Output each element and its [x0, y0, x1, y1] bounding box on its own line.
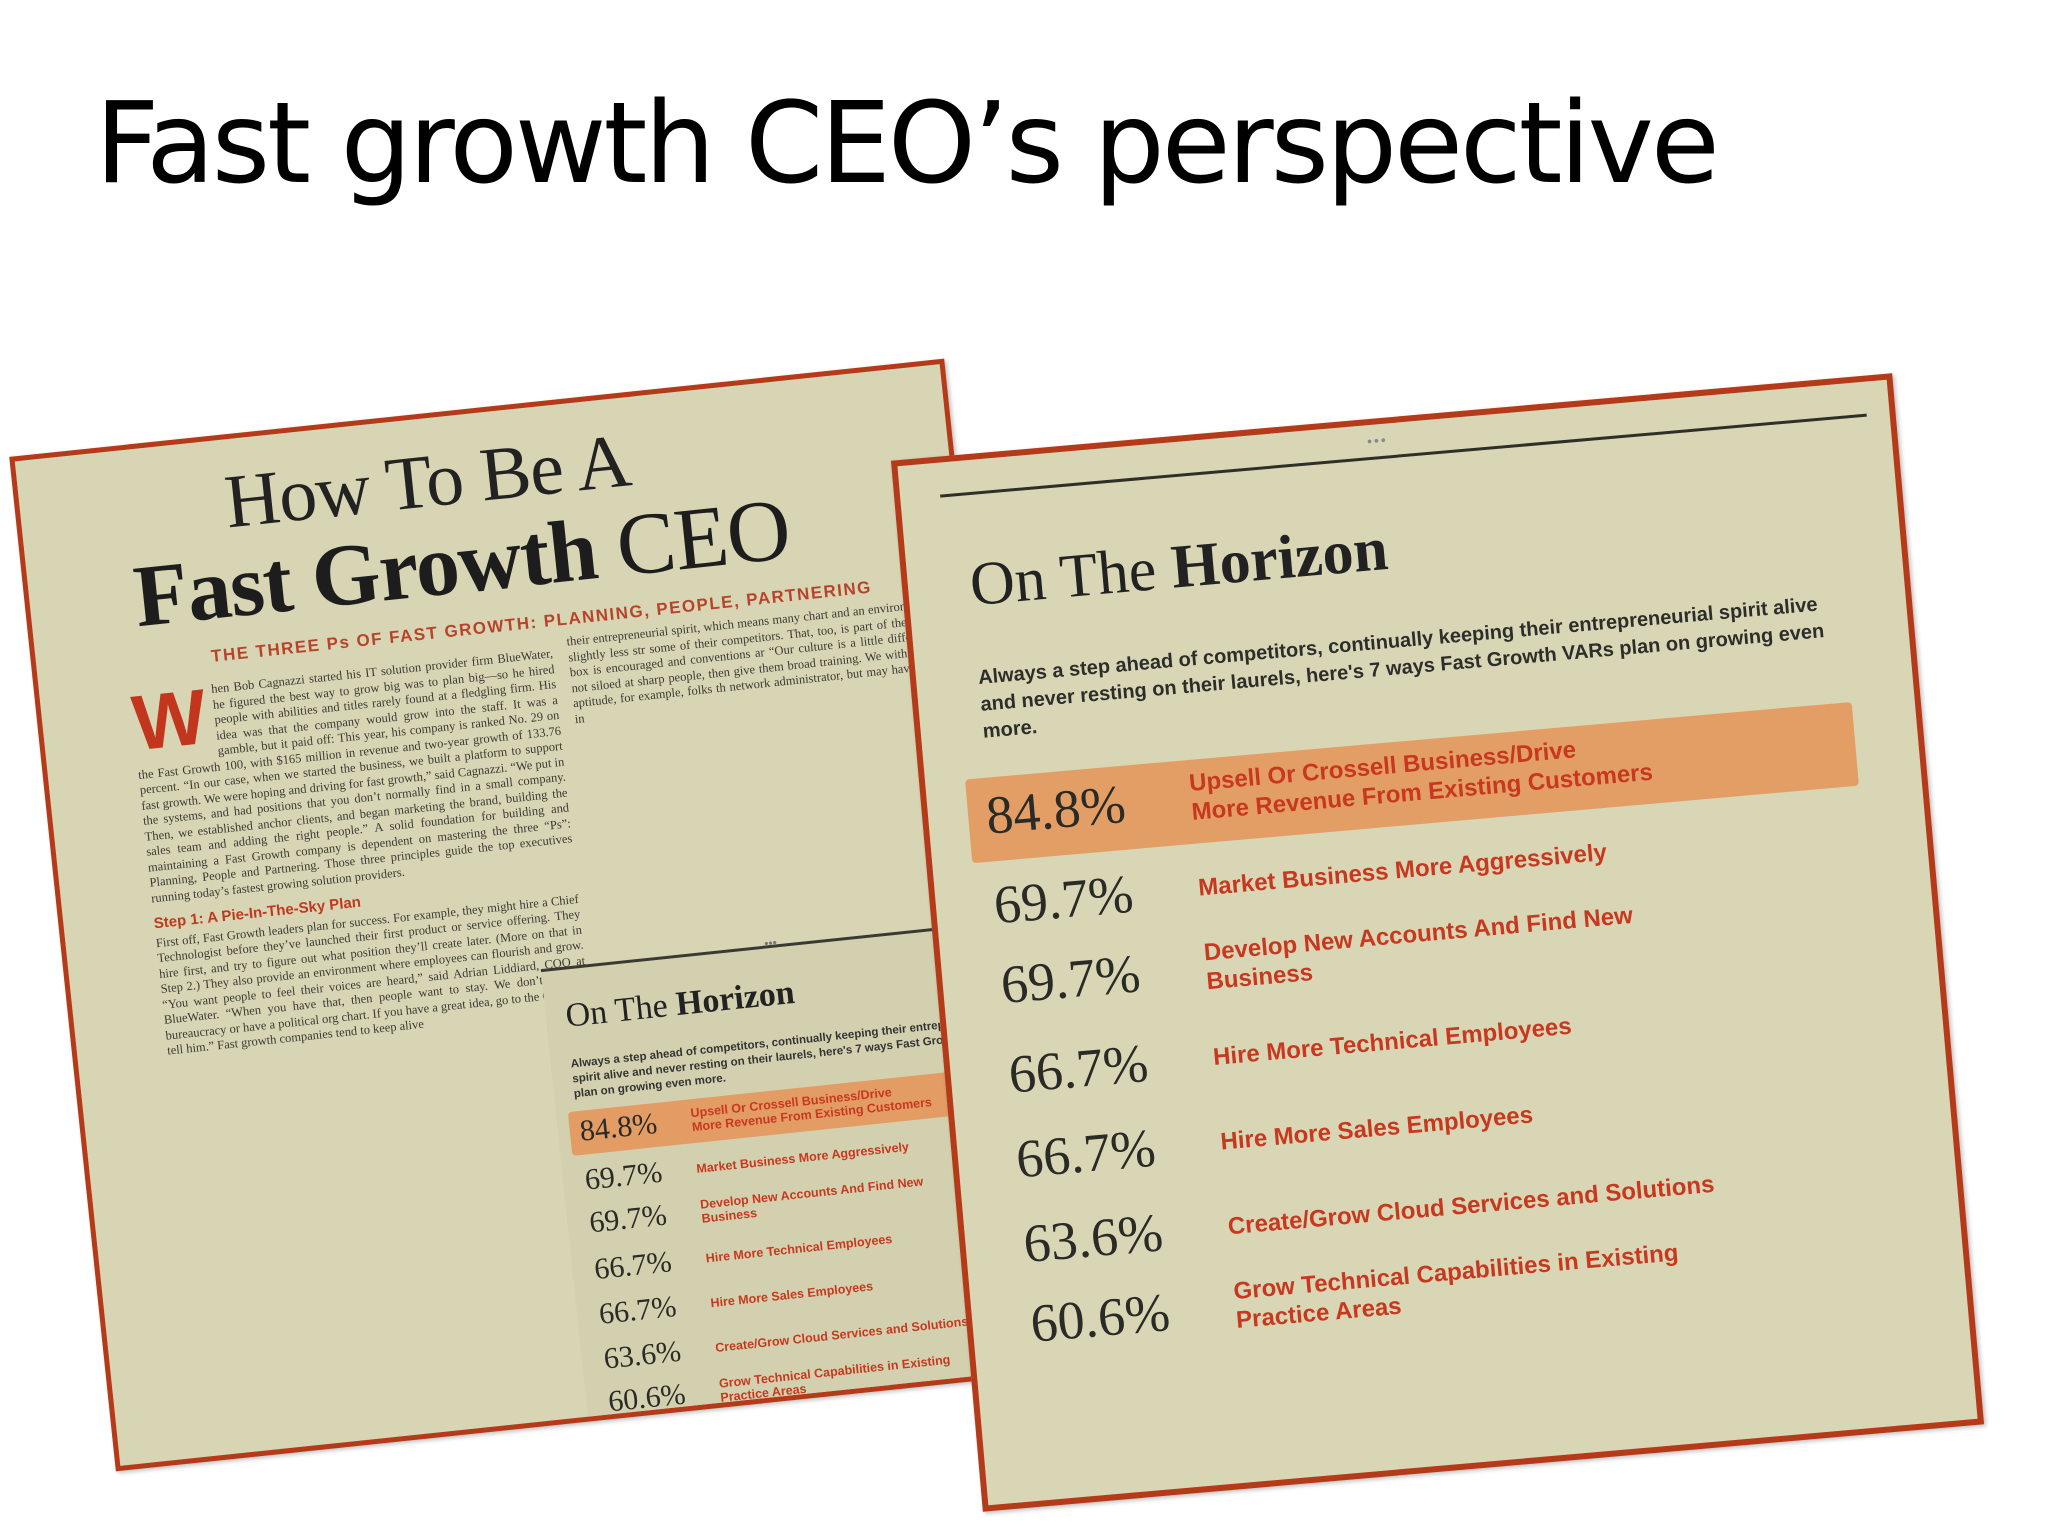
clipping-top-rule — [940, 413, 1867, 498]
stat-label: Develop New Accounts And Find New Busines… — [1203, 901, 1637, 996]
horizon-title-bold: Horizon — [1168, 514, 1391, 602]
clipping-dots: ••• — [1366, 431, 1389, 450]
stat-value: 63.6% — [1021, 1202, 1166, 1275]
inset-dots: ••• — [763, 935, 778, 951]
horizon-title-regular: On The — [967, 535, 1159, 620]
stat-value: 66.7% — [597, 1289, 678, 1331]
stat-label: Grow Technical Capabilities in Existing P… — [1232, 1238, 1682, 1335]
stat-label: Create/Grow Cloud Services and Solutions — [714, 1314, 969, 1355]
stat-value: 66.7% — [592, 1245, 674, 1287]
stat-value: 63.6% — [602, 1334, 683, 1376]
article-column-left: W hen Bob Cagnazzi started his IT soluti… — [128, 646, 590, 1059]
stat-label: Create/Grow Cloud Services and Solutions — [1226, 1170, 1716, 1240]
inset-title-regular: On The — [563, 987, 670, 1035]
horizon-title: On The Horizon — [967, 514, 1391, 621]
stat-label: Hire More Technical Employees — [1211, 1012, 1573, 1071]
stat-value: 66.7% — [1006, 1032, 1151, 1105]
stat-label: Hire More Sales Employees — [1219, 1100, 1535, 1156]
stat-value: 60.6% — [1028, 1281, 1173, 1354]
inset-title-bold: Horizon — [674, 973, 797, 1024]
stat-label: Market Business More Aggressively — [695, 1139, 910, 1176]
right-magazine-clipping: ••• On The Horizon Always a step ahead o… — [890, 373, 1985, 1512]
magazine-title-regular: CEO — [612, 481, 795, 596]
inset-title: On The Horizon — [564, 974, 797, 1036]
stat-value: 69.7% — [583, 1155, 664, 1197]
stat-value: 60.6% — [606, 1377, 688, 1419]
stat-label: Hire More Technical Employees — [705, 1231, 893, 1266]
dropcap: W — [128, 672, 211, 768]
stat-value: 69.7% — [991, 863, 1136, 936]
left-magazine-clipping: How To Be A Fast Growth CEO THE THREE Ps… — [9, 358, 1051, 1472]
stat-value: 69.7% — [587, 1198, 669, 1240]
stat-value: 66.7% — [1013, 1117, 1158, 1190]
stat-value: 69.7% — [998, 943, 1143, 1016]
stat-label: Hire More Sales Employees — [709, 1279, 874, 1311]
slide-title: Fast growth CEO’s perspective — [95, 79, 1720, 209]
stat-label: Market Business More Aggressively — [1197, 838, 1608, 902]
